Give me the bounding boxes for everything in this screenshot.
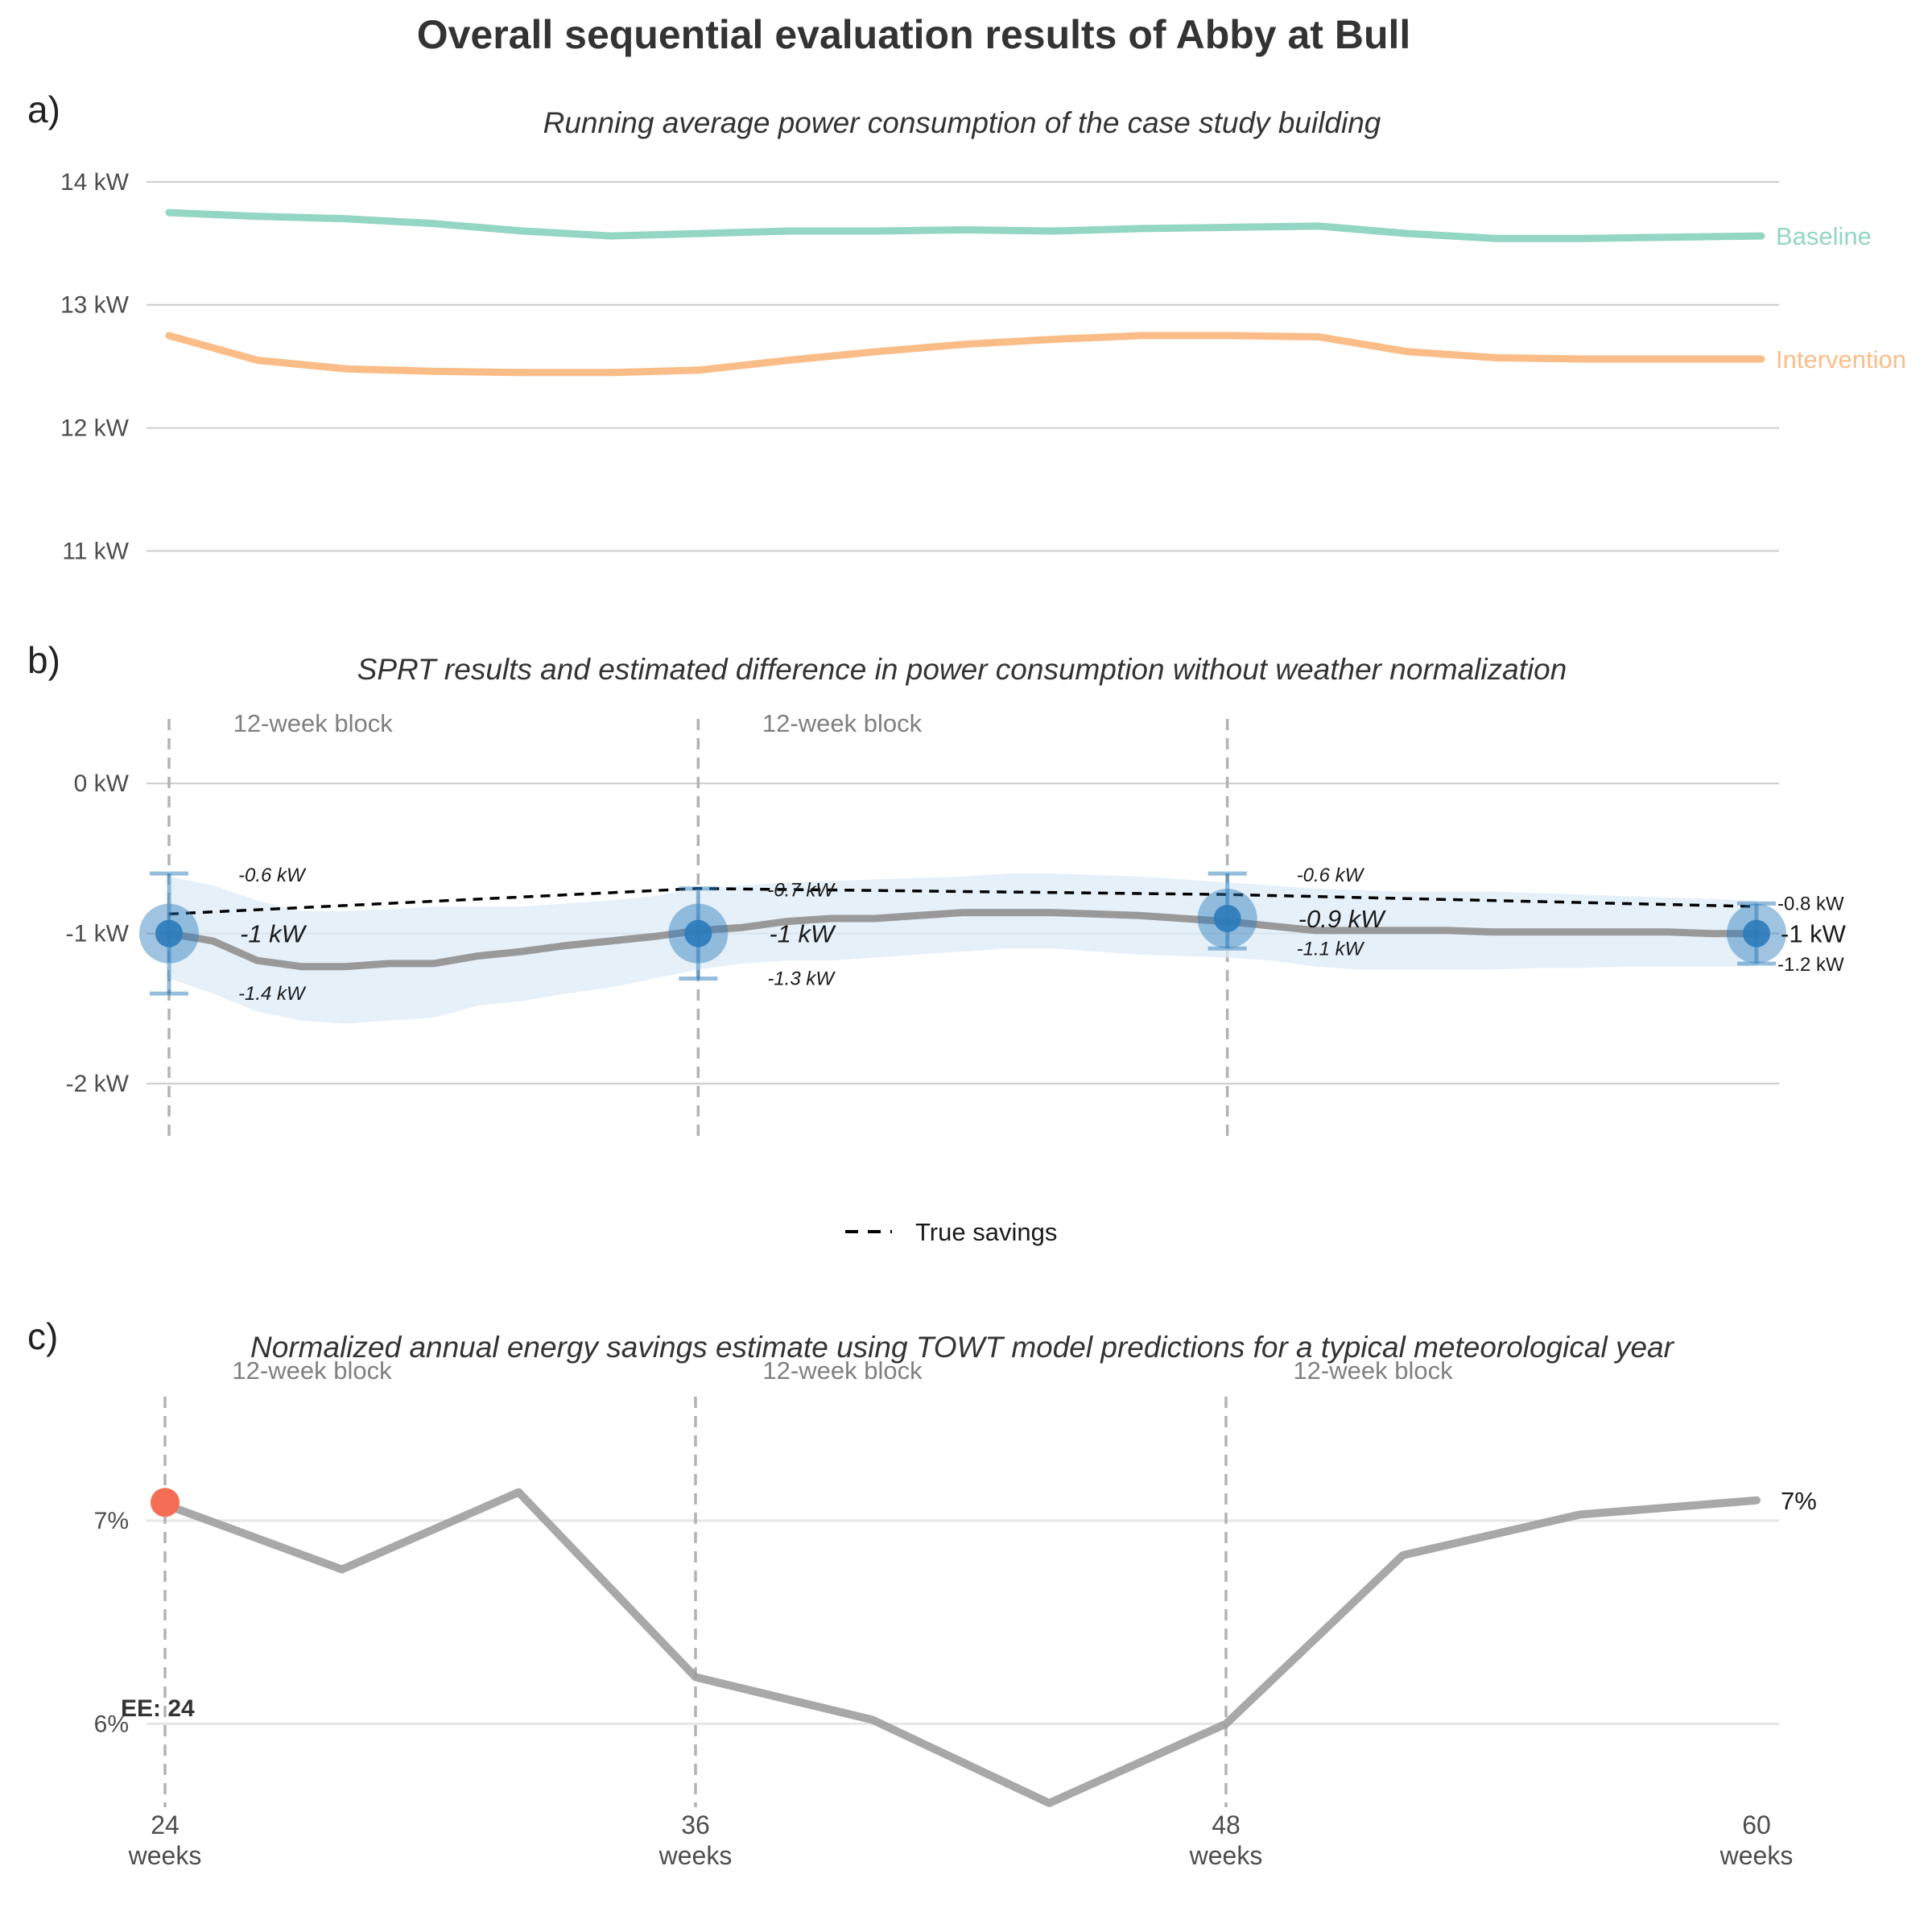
estimate-label: -1 kW	[240, 920, 308, 948]
x-tick-value: 48	[1212, 1810, 1241, 1839]
ci-lower-label: -1.4 kW	[238, 983, 307, 1005]
panel-b-block-labels: 12-week block 12-week block	[233, 709, 923, 737]
y-tick-label: 0 kW	[74, 770, 130, 797]
sprt-point	[1197, 871, 1257, 951]
x-tick-value: 24	[151, 1810, 180, 1839]
x-tick-unit: weeks	[128, 1841, 202, 1870]
y-tick-label: 7%	[94, 1508, 129, 1534]
block-label: 12-week block	[762, 1356, 923, 1385]
panel-a-subtitle: Running average power consumption of the…	[543, 106, 1381, 139]
panel-a-series	[165, 208, 1765, 377]
panel-b-label: b)	[27, 639, 60, 681]
panel-c-grid	[147, 1519, 1779, 1725]
figure-title: Overall sequential evaluation results of…	[417, 12, 1411, 57]
sprt-point	[1727, 901, 1786, 966]
estimate-label: -0.9 kW	[1298, 905, 1387, 933]
panel-c-savings-line	[161, 1488, 1761, 1807]
panel-a-y-ticks: 11 kW 12 kW 13 kW 14 kW	[60, 169, 130, 565]
panel-c-y-ticks: 7% 6%	[94, 1508, 129, 1737]
panel-c-block-labels: 12-week block 12-week block 12-week block	[232, 1356, 1453, 1385]
sprt-point	[139, 871, 199, 996]
ci-upper-label: -0.8 kW	[1777, 893, 1844, 914]
x-tick-unit: weeks	[1719, 1841, 1794, 1870]
y-tick-label: 14 kW	[60, 169, 130, 196]
legend-true-savings-label: True savings	[915, 1218, 1057, 1246]
panel-b-estimate-line	[165, 909, 1761, 971]
panel-a-grid	[147, 180, 1779, 552]
sprt-point	[668, 886, 729, 981]
panel-c-subtitle: Normalized annual energy savings estimat…	[250, 1331, 1675, 1364]
ci-upper-label: -0.6 kW	[1297, 865, 1365, 886]
sprt-dot	[1213, 905, 1241, 933]
series-label-baseline: Baseline	[1776, 222, 1872, 250]
estimate-label: -1 kW	[1781, 920, 1847, 948]
ci-lower-label: -1.3 kW	[767, 968, 836, 990]
block-label: 12-week block	[1293, 1356, 1453, 1385]
block-label: 12-week block	[233, 709, 394, 737]
x-tick-unit: weeks	[1189, 1841, 1263, 1870]
panel-b-true-savings-line	[168, 886, 1757, 916]
panel-c-block-dividers	[163, 1397, 1228, 1807]
sprt-dot	[684, 919, 712, 947]
y-tick-label: -1 kW	[66, 921, 130, 947]
y-tick-label: 6%	[94, 1711, 129, 1737]
confidence-band	[169, 873, 1757, 1024]
ci-upper-label: -0.6 kW	[238, 865, 307, 886]
panel-b-y-ticks: 0 kW -1 kW -2 kW	[66, 770, 130, 1097]
x-tick-value: 36	[681, 1810, 710, 1839]
y-tick-label: 11 kW	[62, 538, 129, 564]
savings-line	[161, 1488, 1761, 1807]
panel-b-legend: True savings	[845, 1218, 1057, 1246]
panel-b-block-dividers	[167, 719, 1229, 1143]
sprt-dot	[1743, 919, 1770, 947]
panel-b-sprt-labels: -0.6 kW -1 kW -1.4 kW -0.7 kW -1 kW -1.3 kW -0…	[238, 865, 1847, 1005]
end-value-label: 7%	[1781, 1487, 1817, 1515]
y-tick-label: 13 kW	[60, 292, 130, 319]
block-label: 12-week block	[762, 709, 923, 737]
panel-c-markers: 7% EE: 24	[121, 1487, 1817, 1722]
panel-c: c) Normalized annual energy savings esti…	[27, 1315, 1817, 1870]
ci-lower-label: -1.2 kW	[1777, 954, 1844, 976]
estimate-line	[165, 909, 1761, 971]
ci-upper-label: -0.7 kW	[767, 880, 836, 902]
block-label: 12-week block	[232, 1356, 392, 1385]
x-tick-value: 60	[1742, 1810, 1771, 1839]
sprt-dot	[155, 919, 183, 947]
series-line-intervention	[165, 332, 1765, 377]
series-line-baseline	[165, 208, 1765, 242]
true-savings-line	[168, 886, 1757, 916]
x-tick-unit: weeks	[658, 1841, 733, 1870]
y-tick-label: -2 kW	[66, 1071, 130, 1097]
ee-marker	[151, 1488, 180, 1517]
panel-b: b) SPRT results and estimated difference…	[27, 639, 1847, 1246]
series-label-intervention: Intervention	[1776, 345, 1906, 374]
panel-a-label: a)	[27, 89, 60, 130]
panel-c-label: c)	[27, 1315, 58, 1357]
panel-a-series-labels: Baseline Intervention	[1776, 222, 1906, 374]
panel-b-sprt-points	[139, 871, 1786, 996]
panel-b-confidence-band	[169, 873, 1757, 1024]
panel-a: a) Running average power consumption of …	[27, 89, 1906, 564]
estimate-label: -1 kW	[769, 920, 836, 948]
ci-lower-label: -1.1 kW	[1297, 938, 1365, 960]
y-tick-label: 12 kW	[60, 415, 130, 442]
ee-label: EE: 24	[121, 1695, 195, 1722]
panel-b-subtitle: SPRT results and estimated difference in…	[357, 653, 1567, 686]
